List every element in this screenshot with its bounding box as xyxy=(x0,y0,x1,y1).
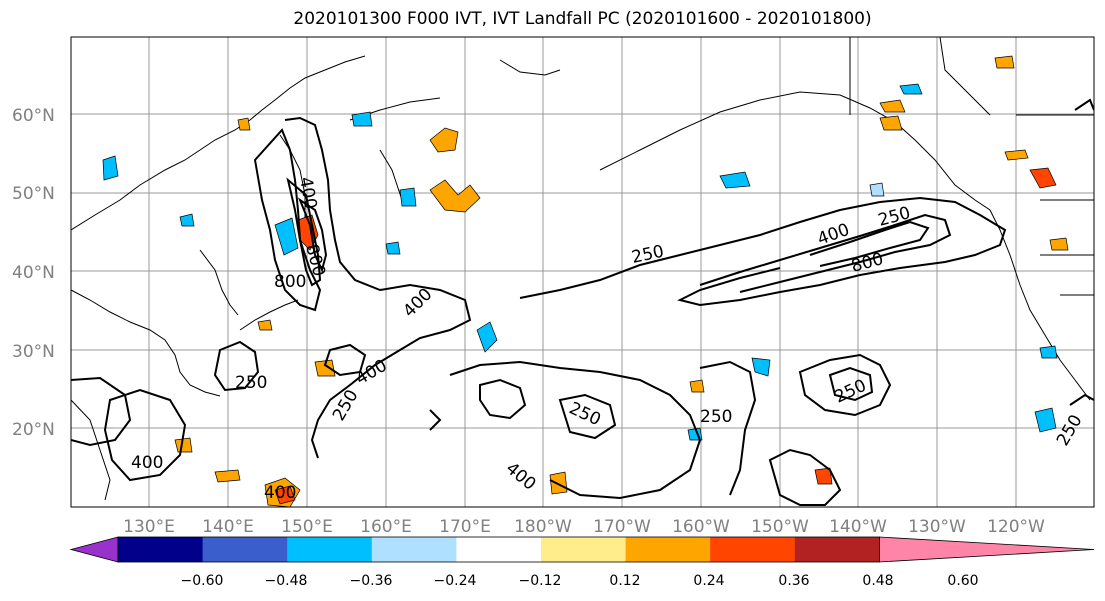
map-plot-area: 400 800 250 400 800 250 400 800 250 400 … xyxy=(71,37,1094,507)
lon-label: 160°W xyxy=(672,517,730,537)
colorbar-tick-label: 0.24 xyxy=(693,573,724,589)
graticule xyxy=(71,37,1094,507)
colorbar xyxy=(69,536,1095,563)
lat-label-40n: 40°N xyxy=(12,263,55,283)
colorbar-segment xyxy=(625,537,711,562)
lat-label-20n: 20°N xyxy=(12,420,55,440)
longitude-labels: 130°E 140°E 150°E 160°E 170°E 180°W 170°… xyxy=(123,517,1045,537)
contour-label: 400 xyxy=(264,483,296,503)
colorbar-tick-label: 0.36 xyxy=(778,573,809,589)
lon-label: 120°W xyxy=(987,517,1045,537)
contour-label: 250 xyxy=(700,407,732,427)
lon-label: 170°W xyxy=(593,517,651,537)
contour-label: 400 xyxy=(131,453,163,473)
colorbar-tick-label: −0.60 xyxy=(181,573,224,589)
colorbar-tick-labels: −0.60 −0.48 −0.36 −0.24 −0.12 0.12 0.24 … xyxy=(181,573,979,589)
ivt-contours xyxy=(71,98,1094,506)
colorbar-segment xyxy=(456,537,542,562)
contour-labels: 400 800 250 400 800 250 400 800 250 400 … xyxy=(131,175,1087,503)
lon-label: 160°E xyxy=(360,517,412,537)
lon-label: 150°E xyxy=(281,517,333,537)
colorbar-segment xyxy=(202,537,288,562)
latitude-labels: 60°N 50°N 40°N 30°N 20°N xyxy=(12,106,55,440)
colorbar-segment xyxy=(371,537,457,562)
colorbar-extend-low xyxy=(69,536,119,563)
colorbar-tick-label: 0.12 xyxy=(609,573,640,589)
lon-label: 140°W xyxy=(829,517,887,537)
colorbar-segment xyxy=(118,537,204,562)
lon-label: 180°W xyxy=(514,517,572,537)
colorbar-segment xyxy=(794,537,880,562)
lon-label: 150°W xyxy=(751,517,809,537)
colorbar-tick-label: 0.48 xyxy=(862,573,893,589)
ivt-shading xyxy=(102,55,1069,507)
colorbar-extend-high xyxy=(879,536,1095,563)
lon-label: 140°E xyxy=(202,517,254,537)
colorbar-tick-label: −0.36 xyxy=(350,573,393,589)
colorbar-segment xyxy=(541,537,627,562)
lat-label-50n: 50°N xyxy=(12,184,55,204)
contour-label: 800 xyxy=(274,272,306,292)
colorbar-outline xyxy=(117,536,880,563)
lon-label: 130°E xyxy=(123,517,175,537)
lon-label: 170°E xyxy=(439,517,491,537)
lon-label: 130°W xyxy=(908,517,966,537)
contour-label: 250 xyxy=(235,373,267,393)
map-title: 2020101300 F000 IVT, IVT Landfall PC (20… xyxy=(293,9,872,29)
colorbar-tick-label: 0.60 xyxy=(947,573,978,589)
colorbar-tick-label: −0.48 xyxy=(265,573,308,589)
colorbar-tick-label: −0.24 xyxy=(434,573,477,589)
map-frame xyxy=(70,36,1095,508)
lat-label-60n: 60°N xyxy=(12,106,55,126)
colorbar-tick-label: −0.12 xyxy=(519,573,562,589)
colorbar-segment xyxy=(287,537,373,562)
lat-label-30n: 30°N xyxy=(12,342,55,362)
colorbar-segment xyxy=(710,537,796,562)
